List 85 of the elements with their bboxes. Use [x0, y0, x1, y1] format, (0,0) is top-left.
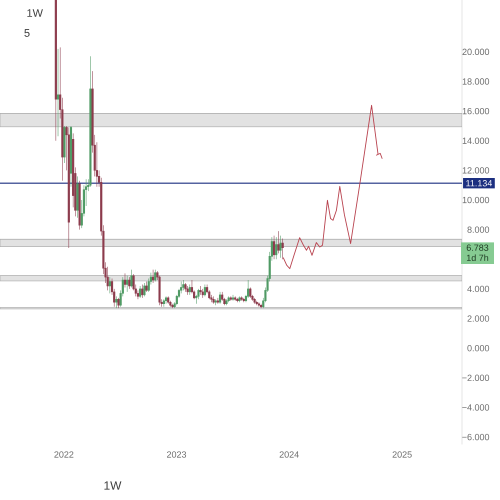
x-tick-label: 2022	[54, 451, 74, 458]
candlestick	[158, 275, 161, 306]
candlestick	[260, 303, 262, 308]
candlestick	[115, 296, 118, 308]
text: 1d 7h	[466, 254, 488, 261]
y-tick-label: 0.000	[467, 345, 490, 352]
y-tick-label: 12.000	[462, 167, 490, 174]
candlestick	[242, 298, 245, 303]
candlestick	[249, 287, 252, 298]
candlestick	[188, 284, 191, 296]
candlestick	[139, 286, 142, 298]
candlestick	[184, 282, 187, 292]
candlestick	[146, 281, 148, 292]
candlestick	[256, 300, 258, 306]
candlestick	[162, 299, 165, 307]
candlestick	[234, 296, 236, 302]
candlestick	[228, 296, 230, 303]
candlestick	[238, 296, 241, 303]
candlestick	[282, 238, 284, 260]
text: 6.783	[466, 244, 488, 251]
candlestick	[54, 0, 57, 142]
candlestick	[128, 276, 130, 290]
line-series	[282, 104, 383, 270]
text: 1W	[27, 9, 43, 17]
candlestick	[275, 236, 278, 260]
candlestick	[76, 176, 79, 218]
candlestick	[124, 273, 126, 288]
candlestick	[167, 296, 170, 304]
candlestick	[143, 282, 146, 297]
candlestick	[130, 269, 133, 288]
x-tick-label: 2024	[280, 451, 299, 458]
candlestick	[230, 296, 232, 302]
candlestick	[258, 302, 260, 307]
candlestick	[200, 286, 202, 296]
candlestick	[240, 296, 243, 302]
candlestick	[214, 299, 217, 306]
candlestick	[218, 292, 222, 304]
candlestick	[68, 127, 70, 248]
candlestick	[210, 294, 212, 303]
candlestick	[152, 269, 154, 284]
candlestick	[126, 275, 128, 292]
candlestick	[182, 280, 184, 291]
candlestick	[141, 284, 144, 298]
candlestick	[236, 298, 238, 303]
candlestick	[108, 276, 111, 294]
candlestick	[186, 286, 189, 296]
candlestick	[154, 269, 156, 282]
y-tick-label: 2.000	[468, 315, 490, 322]
x-tick-label: 2025	[392, 451, 412, 458]
candlestick	[78, 180, 81, 230]
candlestick	[247, 280, 250, 298]
ref-line-label: 11.134	[466, 180, 492, 186]
candlestick	[106, 266, 109, 291]
y-tick-label: 16.000	[462, 108, 490, 114]
candlestick	[277, 230, 280, 254]
candlestick	[212, 296, 215, 304]
candlestick	[279, 235, 282, 258]
candlestick	[202, 288, 204, 298]
candlestick	[70, 126, 72, 187]
annotation: 5	[24, 29, 30, 37]
candlestick	[180, 281, 182, 294]
y-tick-label: 4.000	[467, 286, 490, 292]
y-tick-label: 10.000	[462, 196, 490, 204]
candlestick	[232, 294, 234, 302]
candlestick	[197, 288, 200, 300]
y-tick-label: 18.000	[462, 78, 490, 85]
candlestick	[204, 284, 206, 297]
candlestick	[221, 292, 224, 302]
candlestick	[272, 235, 276, 260]
x-tick-label: 2023	[167, 451, 186, 458]
candlestick	[56, 48, 60, 137]
y-tick-label: 20.000	[462, 48, 490, 56]
y-tick-label: −2.000	[462, 374, 490, 382]
candlestick	[169, 300, 172, 307]
candlestick	[225, 299, 228, 306]
candlestick	[117, 298, 120, 308]
text: 1W	[104, 481, 122, 490]
candlestick	[171, 303, 174, 308]
y-tick-label: 14.000	[462, 138, 490, 144]
y-tick-label: −4.000	[462, 404, 490, 411]
candlestick	[63, 126, 66, 164]
candlestick	[164, 296, 168, 304]
candlestick	[89, 56, 92, 187]
y-tick-label: 8.000	[467, 226, 490, 233]
y-tick-label: −6.000	[462, 434, 490, 440]
